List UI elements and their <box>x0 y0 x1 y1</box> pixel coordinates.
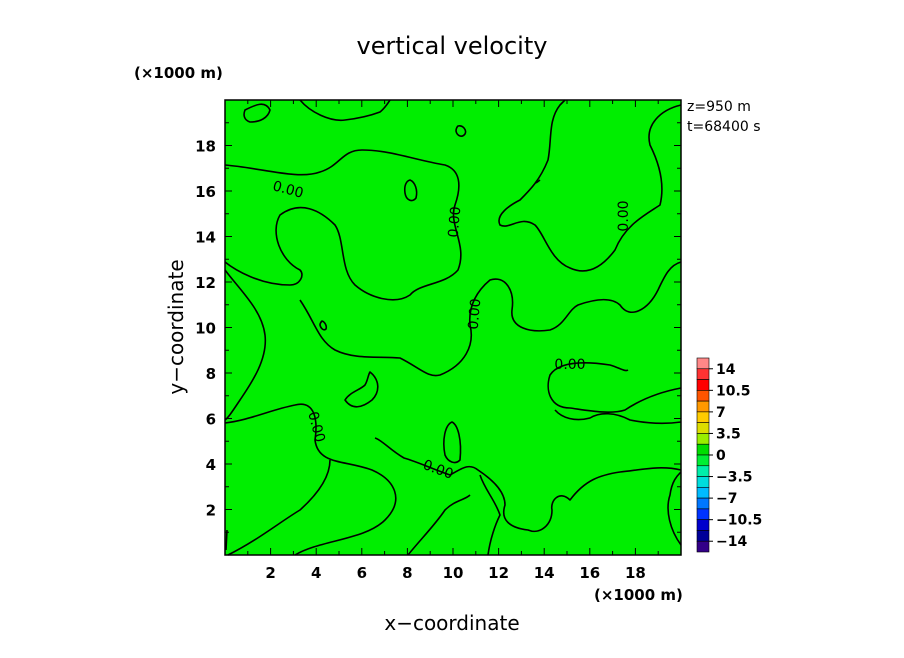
colorbar-swatch <box>696 476 710 488</box>
contour-line <box>374 437 682 532</box>
colorbar-swatch <box>696 519 710 531</box>
y-unit-label: (×1000 m) <box>134 64 223 82</box>
colorbar-label: 14 <box>716 362 736 378</box>
colorbar-label: −3.5 <box>716 470 753 486</box>
contour-line <box>227 459 331 556</box>
contour-line <box>479 474 501 556</box>
contour-line <box>224 403 397 556</box>
contour-line <box>224 269 267 421</box>
contour-line <box>403 179 418 202</box>
colorbar: 14 10.5 7 3.5 0 −3.5 −7 −10.5 −14 <box>696 357 762 553</box>
tick-marks <box>225 100 681 555</box>
contour-line <box>224 149 462 301</box>
x-tick-label: 2 <box>265 564 275 582</box>
contour-line <box>667 471 682 546</box>
colorbar-label: −14 <box>716 534 747 550</box>
colorbar-swatch <box>696 530 710 542</box>
contour-line <box>535 179 541 184</box>
colorbar-label: −10.5 <box>716 513 762 529</box>
colorbar-swatch <box>696 433 710 445</box>
y-tick-label: 6 <box>206 411 216 429</box>
colorbar-swatch <box>696 454 710 467</box>
contour-line <box>243 103 271 123</box>
chart-title: vertical velocity <box>357 32 548 60</box>
contour-label: 0.00 <box>446 206 465 238</box>
contour-line <box>319 320 328 331</box>
colorbar-swatch <box>696 465 710 477</box>
contour-line <box>299 261 682 377</box>
contour-label: 0.00 <box>271 178 305 202</box>
x-tick-label: 16 <box>579 564 600 582</box>
info-height: z=950 m <box>687 99 751 115</box>
colorbar-swatch <box>696 487 710 499</box>
colorbar-swatch <box>696 400 710 413</box>
contour-line <box>443 421 462 464</box>
contour-line <box>455 125 467 137</box>
colorbar-swatch <box>696 497 710 510</box>
y-axis-label: y−coordinate <box>164 259 188 394</box>
colorbar-label: 10.5 <box>716 383 751 399</box>
x-unit-label: (×1000 m) <box>594 586 683 604</box>
y-tick-label: 16 <box>195 183 216 201</box>
contour-label: 0.00 <box>466 298 485 330</box>
y-tick-label: 10 <box>195 320 216 338</box>
x-tick-label: 6 <box>357 564 367 582</box>
x-tick-label: 18 <box>625 564 646 582</box>
colorbar-swatch <box>696 368 710 380</box>
y-tick-labels: 2 4 6 8 10 12 14 16 18 <box>195 138 216 520</box>
zero-contours <box>224 99 682 556</box>
info-time: t=68400 s <box>687 119 761 135</box>
contour-line <box>498 99 682 272</box>
contour-line <box>554 409 682 425</box>
colorbar-swatch <box>696 508 710 520</box>
x-tick-label: 4 <box>311 564 321 582</box>
contour-labels: 0.000.000.000.000.000.000.00 <box>271 178 632 483</box>
colorbar-swatch <box>696 422 710 434</box>
contour-line <box>225 529 228 551</box>
y-tick-label: 18 <box>195 138 216 156</box>
y-tick-label: 2 <box>206 502 216 520</box>
y-tick-label: 4 <box>206 456 216 474</box>
contour-line <box>299 99 391 122</box>
plot-field <box>225 100 681 555</box>
contour-label: 0.00 <box>616 200 632 231</box>
x-axis-label: x−coordinate <box>384 611 519 635</box>
colorbar-swatch <box>696 443 710 456</box>
colorbar-swatch <box>696 540 710 553</box>
contour-label: 0.00 <box>554 357 585 373</box>
colorbar-swatch <box>696 390 710 402</box>
y-tick-label: 14 <box>195 229 216 247</box>
colorbar-label: 0 <box>716 448 726 464</box>
colorbar-label: 7 <box>716 405 726 421</box>
contour-line <box>547 362 682 413</box>
contour-label: 0.00 <box>304 410 328 444</box>
x-tick-label: 8 <box>402 564 412 582</box>
x-tick-label: 14 <box>534 564 555 582</box>
colorbar-label: 3.5 <box>716 426 741 442</box>
y-tick-label: 12 <box>195 274 216 292</box>
colorbar-label: −7 <box>716 491 737 507</box>
contour-line <box>407 494 471 556</box>
contour-line <box>344 371 379 408</box>
colorbar-swatch <box>696 379 710 391</box>
x-tick-labels: 2 4 6 8 10 12 14 16 18 <box>265 564 645 582</box>
x-tick-label: 10 <box>443 564 464 582</box>
y-tick-label: 8 <box>206 365 216 383</box>
colorbar-swatch <box>696 357 710 370</box>
colorbar-swatch <box>696 411 710 423</box>
x-tick-label: 12 <box>488 564 509 582</box>
